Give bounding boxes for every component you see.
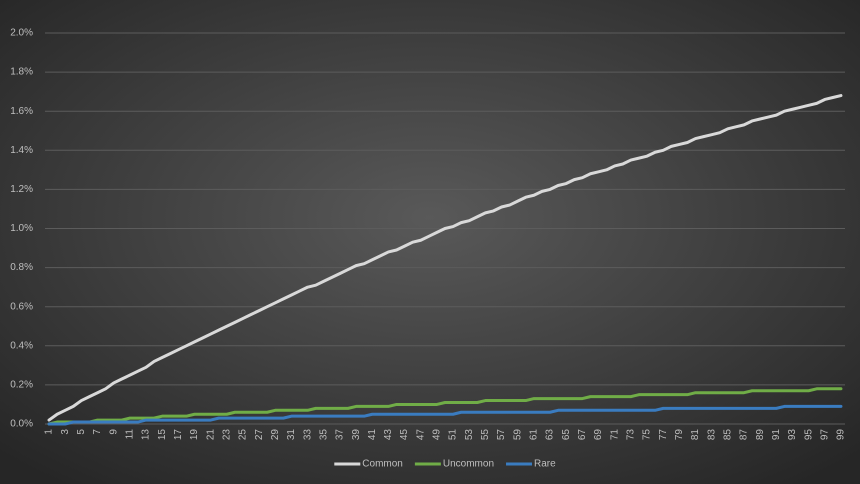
x-tick-label: 71 — [609, 429, 620, 441]
y-tick-label: 2.0% — [10, 28, 33, 39]
legend-label: Common — [362, 459, 403, 470]
x-tick-label: 35 — [318, 429, 329, 441]
x-tick-label: 25 — [238, 429, 249, 441]
x-tick-label: 33 — [302, 429, 313, 441]
x-tick-label: 59 — [512, 429, 523, 441]
x-tick-label: 87 — [739, 429, 750, 441]
x-tick-label: 55 — [480, 429, 491, 441]
y-tick-label: 0.2% — [10, 380, 33, 391]
x-tick-label: 51 — [448, 429, 459, 441]
x-tick-label: 61 — [529, 429, 540, 441]
y-tick-label: 1.8% — [10, 67, 33, 78]
y-tick-label: 1.4% — [10, 145, 33, 156]
x-tick-label: 39 — [351, 429, 362, 441]
data-line — [47, 404, 843, 426]
x-tick-label: 45 — [399, 429, 410, 441]
x-tick-label: 1 — [44, 429, 55, 435]
x-tick-label: 69 — [593, 429, 604, 441]
x-tick-label: 67 — [577, 429, 588, 441]
data-line — [47, 94, 843, 422]
x-tick-label: 27 — [254, 429, 265, 441]
x-tick-label: 13 — [141, 429, 152, 441]
x-tick-label: 95 — [803, 429, 814, 441]
x-tick-label: 65 — [561, 429, 572, 441]
x-tick-label: 81 — [690, 429, 701, 441]
x-tick-label: 17 — [173, 429, 184, 441]
x-tick-label: 43 — [383, 429, 394, 441]
x-tick-label: 37 — [335, 429, 346, 441]
y-tick-label: 0.6% — [10, 301, 33, 312]
legend-label: Uncommon — [443, 459, 494, 470]
x-tick-label: 53 — [464, 429, 475, 441]
x-tick-label: 41 — [367, 429, 378, 441]
x-tick-label: 99 — [836, 429, 847, 441]
x-tick-label: 47 — [415, 429, 426, 441]
x-tick-label: 63 — [545, 429, 556, 441]
x-tick-label: 77 — [658, 429, 669, 441]
x-tick-label: 23 — [221, 429, 232, 441]
x-tick-label: 9 — [108, 429, 119, 435]
x-tick-label: 19 — [189, 429, 200, 441]
y-tick-label: 1.6% — [10, 106, 33, 117]
x-tick-label: 49 — [432, 429, 443, 441]
legend-label: Rare — [534, 459, 556, 470]
x-tick-label: 3 — [60, 429, 71, 435]
x-tick-label: 31 — [286, 429, 297, 441]
x-tick-label: 57 — [496, 429, 507, 441]
x-tick-label: 93 — [787, 429, 798, 441]
x-tick-label: 89 — [755, 429, 766, 441]
x-tick-label: 97 — [819, 429, 830, 441]
x-tick-label: 75 — [642, 429, 653, 441]
y-tick-label: 0.0% — [10, 419, 33, 430]
legend: Common Uncommon Rare — [334, 459, 556, 470]
x-tick-label: 15 — [157, 429, 168, 441]
x-tick-label: 21 — [205, 429, 216, 441]
x-tick-label: 73 — [625, 429, 636, 441]
x-tick-label: 91 — [771, 429, 782, 441]
x-tick-label: 5 — [76, 429, 87, 435]
x-tick-label: 29 — [270, 429, 281, 441]
x-tick-label: 85 — [722, 429, 733, 441]
y-tick-label: 0.4% — [10, 340, 33, 351]
x-tick-label: 79 — [674, 429, 685, 441]
data-line — [47, 387, 843, 426]
x-tick-label: 7 — [92, 429, 103, 435]
x-tick-label: 83 — [706, 429, 717, 441]
y-tick-label: 1.0% — [10, 223, 33, 234]
y-tick-label: 1.2% — [10, 184, 33, 195]
y-tick-label: 0.8% — [10, 262, 33, 273]
x-tick-label: 11 — [124, 429, 135, 440]
